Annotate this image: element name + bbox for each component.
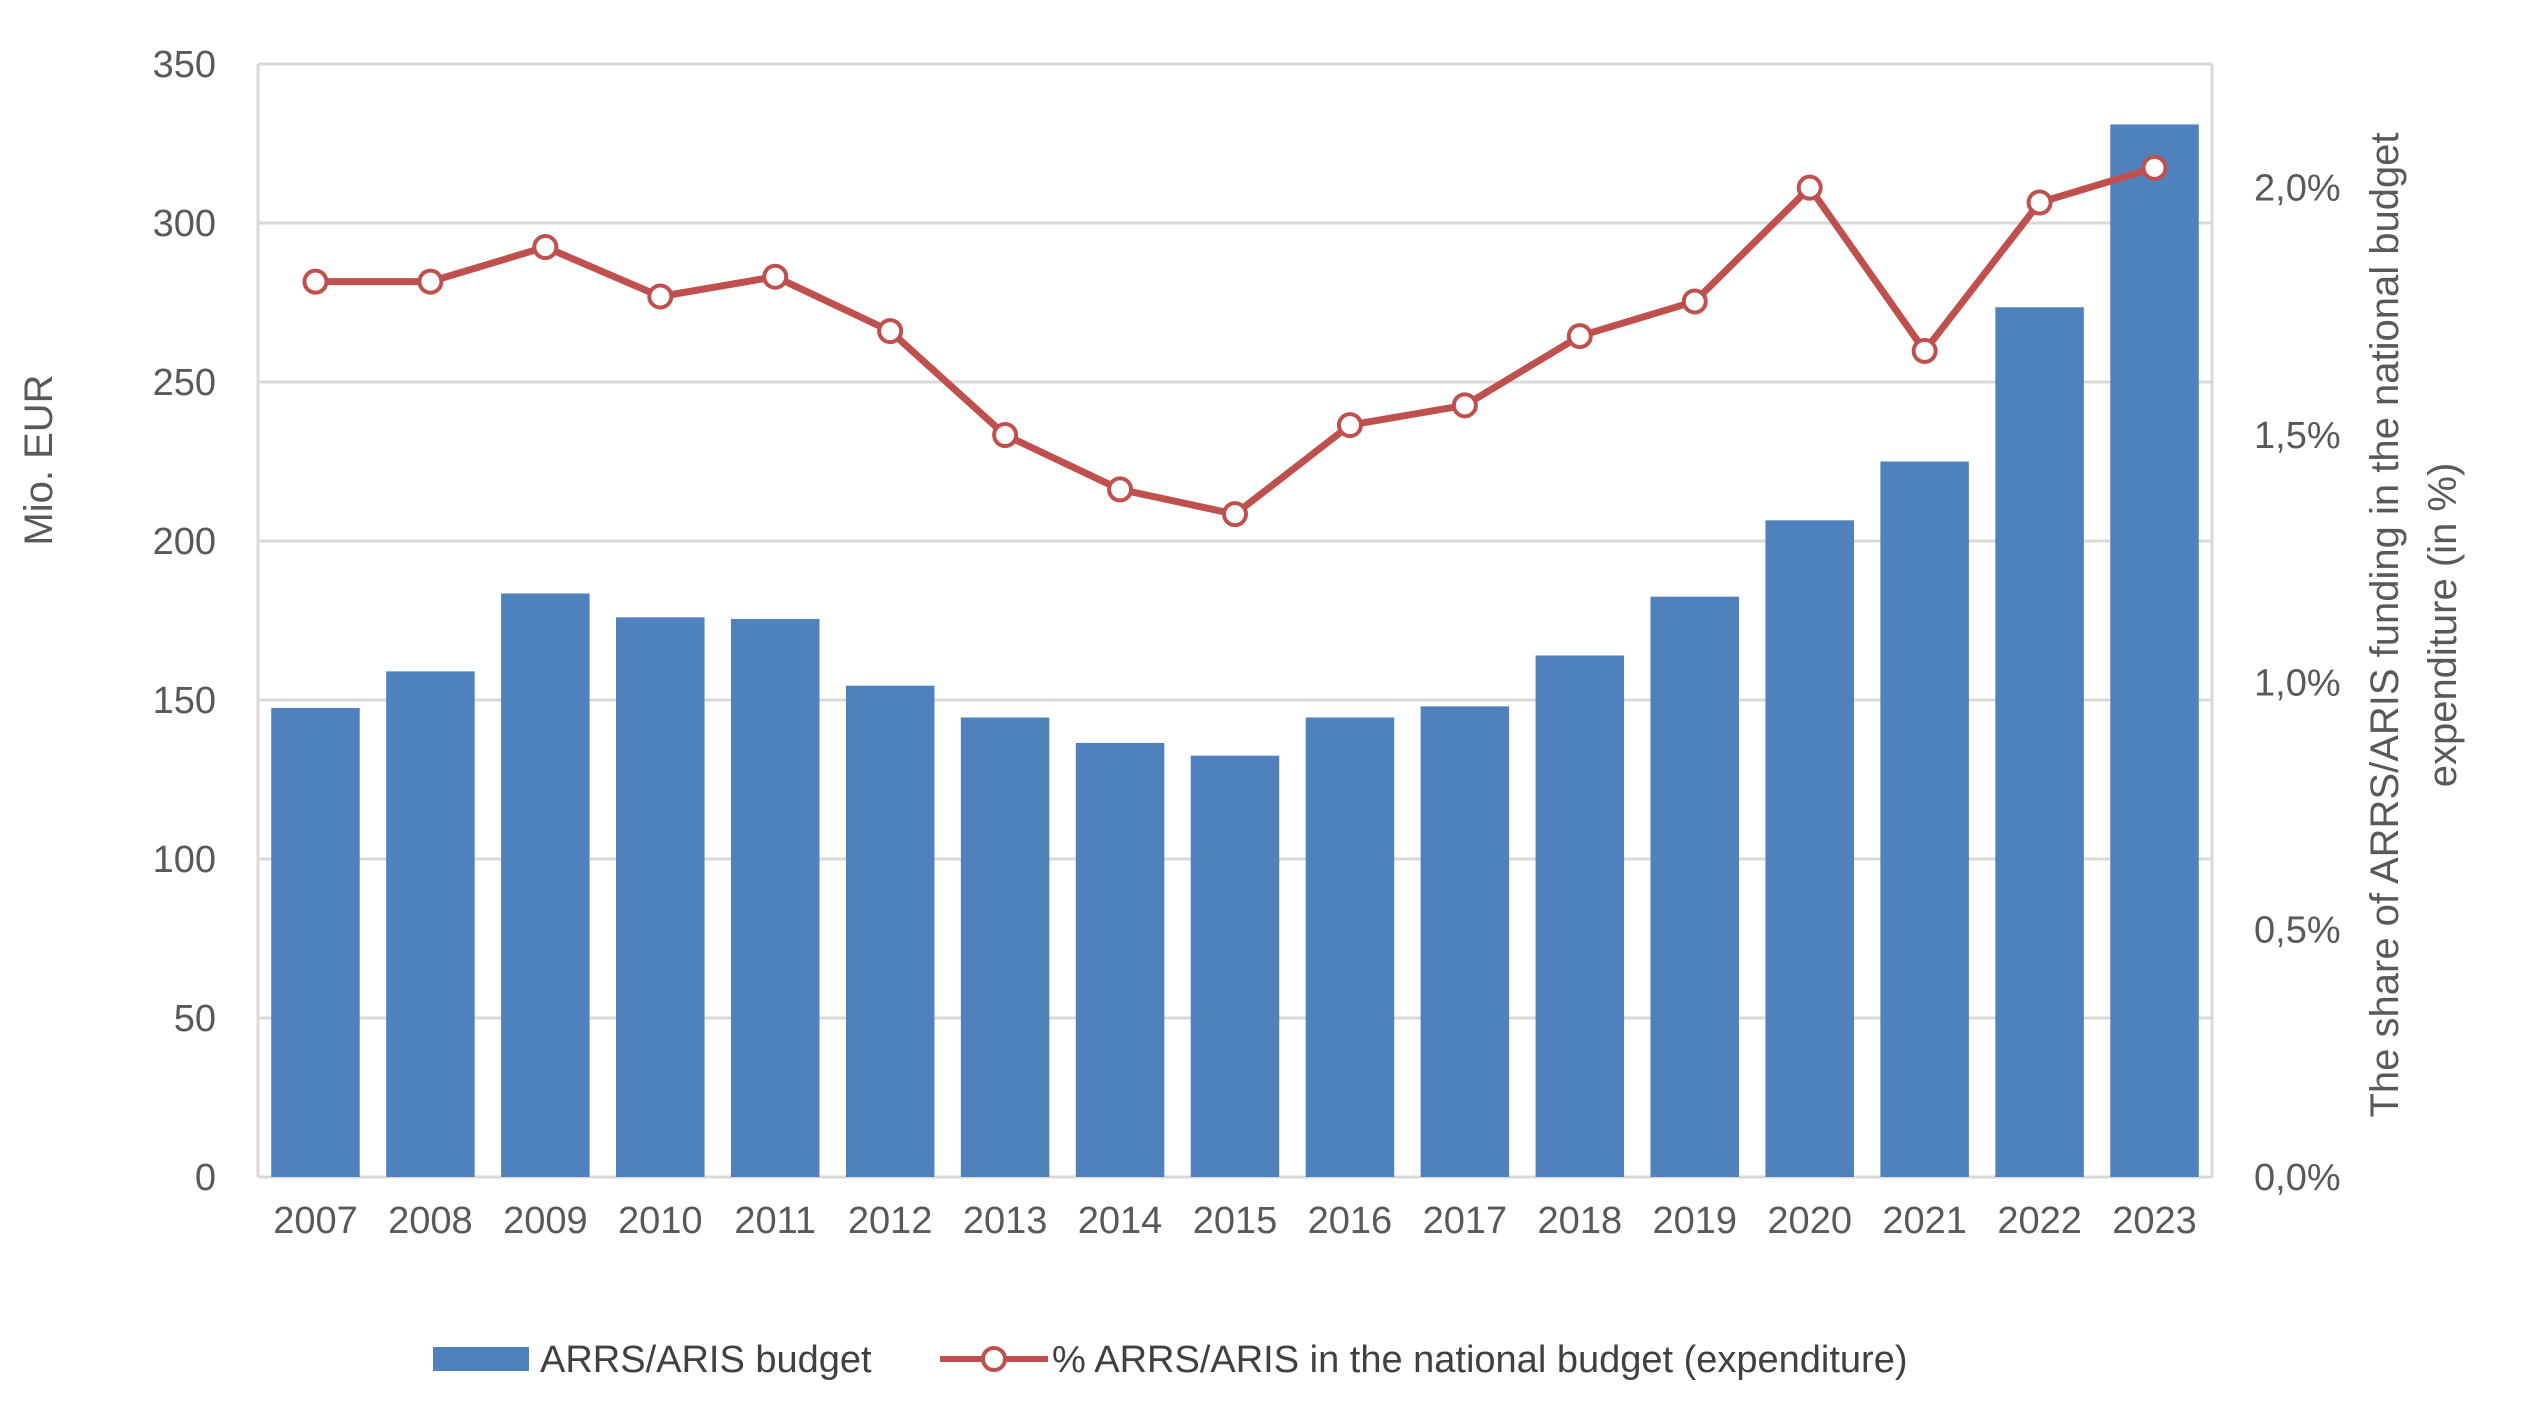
line-point-2017 [1451, 392, 1478, 419]
x-tick-label: 2008 [388, 1200, 473, 1242]
line-point-2013 [992, 422, 1019, 448]
x-tick-label: 2014 [1078, 1200, 1163, 1242]
y2-tick-label: 0,0% [2254, 1157, 2341, 1199]
legend-line-marker [981, 1346, 1007, 1372]
x-tick-label: 2018 [1538, 1200, 1623, 1242]
x-tick-label: 2017 [1423, 1200, 1508, 1242]
line-point-2007 [302, 268, 329, 295]
legend-bar-label: ARRS/ARIS budget [540, 1339, 872, 1381]
x-tick-label: 2020 [1767, 1200, 1852, 1242]
y-tick-label: 350 [153, 44, 216, 86]
line-point-2022 [2026, 189, 2053, 216]
x-tick-label: 2012 [848, 1200, 933, 1242]
line-point-2023 [2141, 154, 2168, 181]
y2-tick-label: 1,0% [2254, 662, 2341, 704]
x-tick-label: 2016 [1308, 1200, 1393, 1242]
line-point-2021 [1911, 337, 1938, 364]
line-point-2020 [1796, 174, 1823, 201]
share-line [315, 164, 2156, 518]
legend: ARRS/ARIS budget % ARRS/ARIS in the nati… [433, 1339, 1908, 1381]
bar-2008 [386, 671, 475, 1177]
line-point-2010 [647, 283, 674, 310]
x-axis-ticks: 2007 2008 2009 2010 2011 2012 2013 2014 2015 2016… [273, 1200, 2197, 1242]
line-point-2018 [1566, 323, 1593, 350]
x-tick-label: 2021 [1882, 1200, 1967, 1242]
x-tick-label: 2009 [503, 1200, 588, 1242]
line-point-2019 [1681, 288, 1708, 315]
y-tick-label: 250 [153, 362, 216, 404]
y2-axis-ticks: 0,0% 0,5% 1,0% 1,5% 2,0% [2254, 168, 2341, 1199]
x-tick-label: 2010 [618, 1200, 703, 1242]
bar-2007 [271, 707, 360, 1177]
x-tick-label: 2011 [734, 1200, 816, 1242]
line-point-2008 [417, 268, 444, 295]
bar-2018 [1535, 655, 1625, 1177]
bar-2016 [1305, 717, 1395, 1177]
x-tick-label: 2007 [273, 1200, 358, 1242]
y2-tick-label: 2,0% [2254, 168, 2341, 210]
y-axis-title: Mio. EUR [17, 374, 61, 545]
y-axis-ticks: 0 50 100 150 200 250 300 350 [153, 44, 216, 1199]
y2-tick-label: 0,5% [2254, 910, 2341, 952]
bar-2015 [1190, 755, 1280, 1177]
x-tick-label: 2013 [963, 1200, 1048, 1242]
y2-tick-label: 1,5% [2254, 415, 2341, 457]
bar-2014 [1075, 742, 1165, 1177]
y2-axis-title-line1: The share of ARRS/ARIS funding in the na… [2363, 132, 2407, 1117]
bar-2012 [845, 685, 935, 1177]
line-point-2016 [1336, 412, 1363, 439]
bar-2009 [501, 593, 590, 1177]
bar-2019 [1650, 596, 1740, 1177]
line-point-2011 [762, 263, 789, 290]
x-tick-label: 2023 [2112, 1200, 2197, 1242]
bar-2020 [1765, 520, 1854, 1177]
y2-axis-title-line2: expenditure (in %) [2421, 463, 2465, 788]
legend-bar-swatch [433, 1347, 529, 1371]
y-tick-label: 0 [195, 1157, 216, 1199]
y-tick-label: 50 [174, 998, 216, 1040]
x-tick-label: 2019 [1652, 1200, 1737, 1242]
y-tick-label: 300 [153, 203, 216, 245]
y-tick-label: 200 [153, 521, 216, 563]
x-tick-label: 2015 [1193, 1200, 1278, 1242]
line-point-2015 [1222, 501, 1248, 528]
line-point-2014 [1107, 476, 1134, 503]
line-point-2009 [532, 234, 559, 261]
legend-line-label: % ARRS/ARIS in the national budget (expe… [1052, 1339, 1908, 1381]
bar-2017 [1420, 706, 1510, 1177]
bar-2013 [960, 717, 1050, 1177]
bar-series [271, 124, 2199, 1177]
bar-2023 [2110, 124, 2199, 1177]
line-series [302, 154, 2168, 528]
bar-2011 [730, 618, 820, 1177]
bar-2010 [616, 617, 705, 1177]
y-tick-label: 150 [153, 680, 216, 722]
x-tick-label: 2022 [1997, 1200, 2082, 1242]
bar-2021 [1880, 461, 1969, 1177]
bar-2022 [1995, 307, 2084, 1177]
line-point-2012 [877, 318, 904, 345]
y-tick-label: 100 [153, 839, 216, 881]
